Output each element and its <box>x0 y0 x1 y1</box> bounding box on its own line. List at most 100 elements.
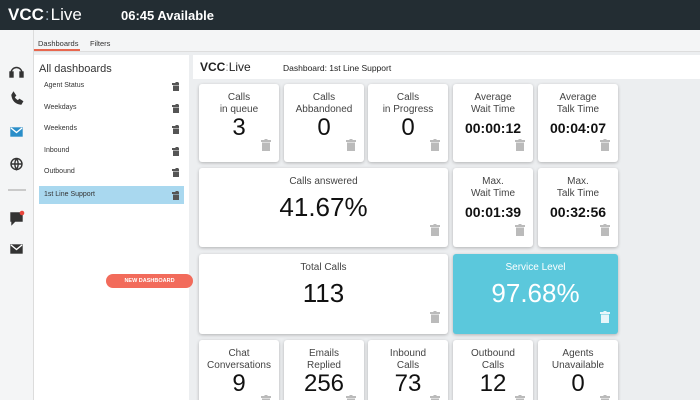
tile-label: Service Level <box>505 262 566 273</box>
tile-delete[interactable] <box>600 138 610 156</box>
phone-icon[interactable] <box>11 91 24 105</box>
dashboard-item[interactable]: Weekdays <box>39 99 184 117</box>
trash-icon[interactable] <box>515 139 525 151</box>
trash-icon[interactable] <box>172 125 182 135</box>
tile-label: Unavailable <box>551 360 605 371</box>
trash-icon[interactable] <box>261 139 271 151</box>
tile: Max. Wait Time 00:01:39 <box>453 168 533 247</box>
tile: Calls in queue 3 <box>199 84 279 162</box>
tile-delete[interactable] <box>600 223 610 241</box>
tile-delete[interactable] <box>261 138 271 156</box>
tile-label: Abbandoned <box>295 104 353 115</box>
tile: Calls Abbandoned 0 <box>284 84 364 162</box>
trash-icon[interactable] <box>515 224 525 236</box>
trash-icon[interactable] <box>172 191 182 201</box>
dashboard-item[interactable]: 1st Line Support <box>39 186 184 204</box>
tile-label: Agents <box>562 348 594 359</box>
trash-icon[interactable] <box>346 395 356 400</box>
tile-label: Max. <box>567 176 589 187</box>
tile: Calls in Progress 0 <box>368 84 448 162</box>
tile: Calls answered 41.67% <box>199 168 448 247</box>
tile-label: Emails <box>308 348 339 359</box>
trash-icon[interactable] <box>172 146 182 156</box>
tile: Inbound Calls 73 <box>368 340 448 400</box>
tile-delete[interactable] <box>515 394 525 400</box>
trash-icon[interactable] <box>346 139 356 151</box>
tile-delete[interactable] <box>430 138 440 156</box>
tile-delete[interactable] <box>346 394 356 400</box>
tile-label: Chat <box>228 348 250 359</box>
delete-button[interactable] <box>172 167 182 185</box>
delete-button[interactable] <box>172 81 182 99</box>
tile-delete[interactable] <box>515 138 525 156</box>
globe-lines <box>11 158 22 171</box>
trash-icon[interactable] <box>515 395 525 400</box>
tile-delete[interactable] <box>600 394 610 400</box>
brand-suffix: Live <box>228 60 251 74</box>
icon-rail <box>0 30 34 400</box>
trash-icon[interactable] <box>600 139 610 151</box>
dashboard-title: Dashboard: 1st Line Support <box>283 63 392 73</box>
tile: Chat Conversations 9 <box>199 340 279 400</box>
tile-delete[interactable] <box>430 310 440 328</box>
tab[interactable]: Dashboards <box>38 39 79 48</box>
trash-icon[interactable] <box>430 224 440 236</box>
trash-icon[interactable] <box>430 139 440 151</box>
trash-icon[interactable] <box>430 311 440 323</box>
tile-label: Wait Time <box>470 104 516 115</box>
trash-icon[interactable] <box>600 311 610 323</box>
tile-value: 00:32:56 <box>549 204 607 220</box>
trash-icon[interactable] <box>430 395 440 400</box>
brand: VCC <box>200 60 226 74</box>
delete-button[interactable] <box>172 103 182 121</box>
tile-label: Calls <box>481 360 505 371</box>
new-dashboard-button[interactable]: NEW DASHBOARD <box>106 274 193 288</box>
trash-icon[interactable] <box>261 395 271 400</box>
tile-delete[interactable] <box>600 310 610 328</box>
trash-icon[interactable] <box>172 168 182 178</box>
mail-flap <box>10 127 23 134</box>
logo: VCC:Live <box>8 5 82 24</box>
dashboard-item[interactable]: Outbound <box>39 163 184 181</box>
tile-label: in Progress <box>382 104 434 115</box>
tile-value: 00:01:39 <box>464 204 522 220</box>
tile-value: 73 <box>394 370 422 397</box>
dashboard-item[interactable]: Agent Status <box>39 77 184 95</box>
tile: Agents Unavailable 0 <box>538 340 618 400</box>
brand-suffix: Live <box>50 5 82 24</box>
tile-label: Wait Time <box>470 188 516 199</box>
trash-icon[interactable] <box>600 224 610 236</box>
delete-button[interactable] <box>172 190 182 208</box>
dashboard-item[interactable]: Inbound <box>39 142 184 160</box>
tile: Average Wait Time 00:00:12 <box>453 84 533 162</box>
delete-button[interactable] <box>172 124 182 142</box>
dashboard-item[interactable]: Weekends <box>39 120 184 138</box>
tile: Emails Replied 256 <box>284 340 364 400</box>
status[interactable]: 06:45 Available <box>121 8 214 23</box>
tile-delete[interactable] <box>515 223 525 241</box>
tile-label: Max. <box>482 176 504 187</box>
tile-label: Calls answered <box>289 176 358 187</box>
tab[interactable]: Filters <box>90 39 111 48</box>
tile-value: 00:00:12 <box>464 120 522 136</box>
tile-delete[interactable] <box>346 138 356 156</box>
trash-icon[interactable] <box>172 82 182 92</box>
tile-label: Average <box>474 92 512 103</box>
tile-label: Calls <box>396 360 420 371</box>
tile-value: 9 <box>232 370 246 397</box>
tile-label: in queue <box>219 104 259 115</box>
trash-icon[interactable] <box>172 103 182 113</box>
header-logo: VCC:Live <box>200 60 251 74</box>
tile-delete[interactable] <box>430 394 440 400</box>
tile-delete[interactable] <box>430 223 440 241</box>
chat-icon[interactable] <box>10 212 23 226</box>
delete-button[interactable] <box>172 146 182 164</box>
dashboard-name: Weekdays <box>44 103 77 111</box>
top-bar: VCC:Live 06:45 Available <box>0 0 700 30</box>
dashboard-name: Agent Status <box>44 82 85 89</box>
trash-icon[interactable] <box>600 395 610 400</box>
tile-label: Calls <box>396 92 420 103</box>
tile-label: Calls <box>312 92 336 103</box>
tile-label: Calls <box>227 92 251 103</box>
tile-delete[interactable] <box>261 394 271 400</box>
